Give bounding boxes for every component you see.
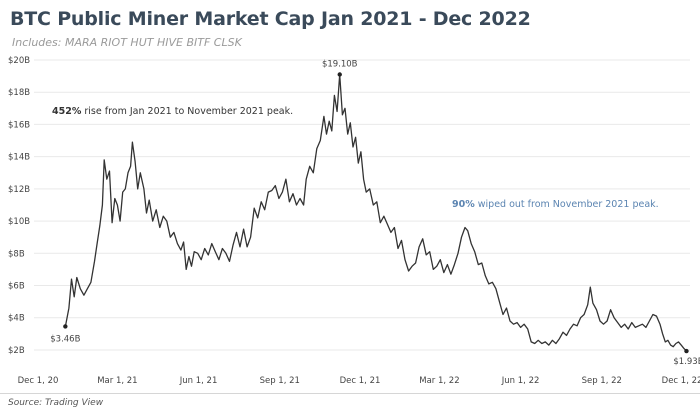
series-line [64, 73, 687, 352]
data-label: $1.93B [673, 357, 700, 367]
y-tick-label: $6B [8, 282, 25, 292]
x-tick-label: Sep 1, 22 [582, 376, 622, 386]
chart-title: BTC Public Miner Market Cap Jan 2021 - D… [10, 8, 531, 30]
y-tick-label: $20B [8, 56, 30, 66]
annotation-drop-text: wiped out from November 2021 peak. [475, 199, 659, 210]
annotation-rise-text: rise from Jan 2021 to November 2021 peak… [81, 106, 293, 117]
y-tick-label: $4B [8, 314, 25, 324]
series-group [64, 73, 687, 352]
y-tick-label: $18B [8, 88, 30, 98]
x-tick-label: Jun 1, 21 [179, 376, 218, 386]
line-chart: $2B $4B $6B $8B $10B $12B $14B $16B $18B $20B Dec… [8, 56, 700, 386]
x-tick-label: Mar 1, 21 [97, 376, 137, 386]
x-tick-label: Sep 1, 21 [260, 376, 300, 386]
y-tick-label: $12B [8, 185, 30, 195]
annotation-rise-pct: 452% [52, 106, 82, 117]
y-axis: $2B $4B $6B $8B $10B $12B $14B $16B $18B $20B [8, 56, 30, 356]
data-point-marker [337, 72, 342, 77]
y-tick-label: $10B [8, 217, 30, 227]
y-tick-label: $8B [8, 249, 25, 259]
footer-divider [0, 393, 700, 394]
data-point-marker [684, 348, 689, 354]
annotation-rise: 452% rise from Jan 2021 to November 2021… [52, 106, 293, 117]
chart-subtitle: Includes: MARA RIOT HUT HIVE BITF CLSK [12, 36, 242, 49]
x-tick-label: Jun 1, 22 [501, 376, 540, 386]
y-tick-label: $14B [8, 153, 30, 163]
source-note: Source: Trading View [8, 398, 104, 408]
data-label: $19.10B [322, 59, 358, 69]
y-tick-label: $16B [8, 120, 30, 130]
data-label: $3.46B [50, 334, 80, 344]
x-tick-label: Dec 1, 22 [662, 376, 700, 386]
data-labels: $3.46B $19.10B $1.93B [50, 59, 700, 367]
x-tick-label: Dec 1, 21 [340, 376, 381, 386]
x-tick-label: Mar 1, 22 [419, 376, 459, 386]
x-axis: Dec 1, 20 Mar 1, 21 Jun 1, 21 Sep 1, 21 Dec … [18, 376, 700, 386]
x-tick-label: Dec 1, 20 [18, 376, 59, 386]
annotation-drop: 90% wiped out from November 2021 peak. [452, 199, 659, 210]
annotation-drop-pct: 90% [452, 199, 475, 210]
y-tick-label: $2B [8, 346, 25, 356]
data-point-marker [63, 324, 68, 329]
